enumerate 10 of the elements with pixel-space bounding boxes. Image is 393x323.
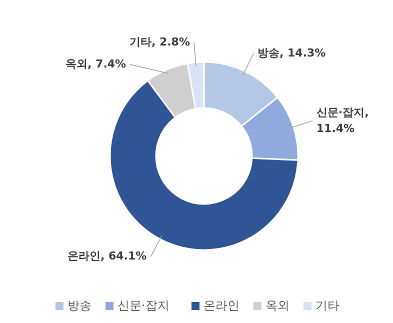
data-label: 온라인, 64.1%	[67, 250, 147, 263]
legend-label: 방송	[68, 298, 92, 312]
legend-label: 신문·잡지	[118, 298, 170, 312]
legend-label: 온라인	[204, 298, 240, 312]
legend-label: 옥외	[266, 298, 290, 312]
data-label: 옥외, 7.4%	[66, 57, 126, 70]
legend-label: 기타	[316, 298, 340, 312]
data-label: 방송, 14.3%	[258, 46, 326, 60]
data-label: 기타, 2.8%	[129, 35, 190, 48]
data-label: 신문·잡지, 11.4%	[316, 106, 369, 135]
